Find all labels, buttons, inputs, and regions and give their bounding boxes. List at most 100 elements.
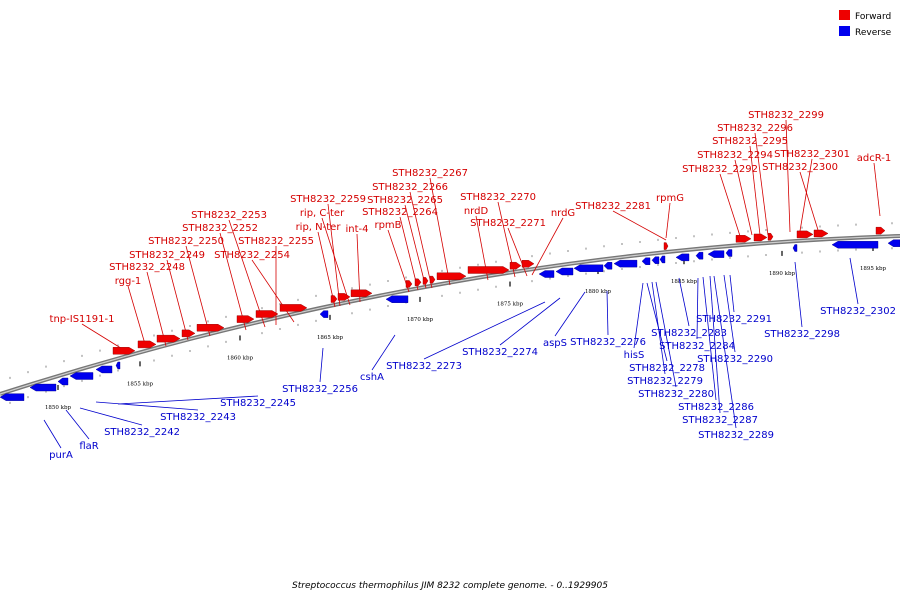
- leader-line: [409, 191, 433, 289]
- gene-label: STH8232_2295: [712, 136, 788, 147]
- gene-label: STH8232_2289: [698, 430, 774, 441]
- leader-line: [734, 159, 753, 236]
- reverse-gene: [115, 361, 121, 370]
- gene-label: STH8232_2266: [372, 182, 448, 193]
- leader-line: [606, 290, 609, 336]
- leader-line: [849, 257, 859, 305]
- legend-reverse-swatch: [839, 26, 850, 36]
- reverse-gene: [385, 295, 409, 303]
- leader-line: [785, 119, 791, 233]
- leader-line: [319, 347, 324, 383]
- reverse-gene: [573, 264, 604, 272]
- forward-gene: [429, 275, 436, 284]
- gene-label: flaR: [79, 441, 98, 452]
- gene-label: STH8232_2248: [109, 262, 185, 273]
- gene-label: hisS: [624, 350, 645, 361]
- leader-line: [507, 227, 528, 277]
- reverse-gene: [538, 270, 555, 278]
- gene-label: STH8232_2255: [238, 236, 314, 247]
- forward-gene: [509, 261, 522, 270]
- leader-line: [754, 132, 769, 236]
- leader-line: [633, 282, 644, 349]
- gene-label: cshA: [360, 372, 384, 383]
- leader-line: [399, 216, 419, 291]
- forward-gene: [405, 280, 413, 288]
- gene-label: nrdG: [551, 208, 575, 219]
- legend-forward-label: Forward: [855, 12, 891, 22]
- leader-line: [317, 231, 336, 308]
- gene-label: STH8232_2271: [470, 218, 546, 229]
- reverse-gene: [0, 393, 25, 401]
- gene-label: STH8232_2284: [659, 341, 735, 352]
- leader-line: [612, 210, 667, 241]
- reverse-gene: [69, 372, 94, 380]
- forward-gene: [767, 233, 774, 241]
- reverse-gene: [707, 250, 725, 258]
- forward-gene: [181, 329, 196, 338]
- gene-label: STH8232_2256: [282, 384, 358, 395]
- forward-gene: [156, 334, 181, 343]
- forward-gene: [279, 304, 308, 312]
- gene-label: STH8232_2298: [764, 329, 840, 340]
- forward-gene: [255, 310, 279, 318]
- gene-label: STH8232_2243: [160, 412, 236, 423]
- gene-label: STH8232_2290: [697, 354, 773, 365]
- leader-line: [146, 271, 167, 347]
- gene-label: aspS: [543, 338, 567, 349]
- gene-label: STH8232_2265: [367, 195, 443, 206]
- gene-label: STH8232_2274: [462, 347, 538, 358]
- leader-line: [749, 145, 761, 236]
- gene-label: STH8232_2253: [191, 210, 267, 221]
- gene-label: STH8232_2283: [651, 328, 727, 339]
- reverse-gene: [792, 244, 798, 252]
- leader-line: [423, 301, 546, 360]
- gene-label: rip, N-ter: [296, 222, 342, 233]
- reverse-gene: [887, 239, 900, 247]
- leader-line: [79, 407, 143, 426]
- forward-gene: [236, 315, 255, 323]
- forward-gene: [337, 293, 351, 301]
- label-leaders: [43, 119, 881, 449]
- gene-label: STH8232_2296: [717, 123, 793, 134]
- reverse-gene: [95, 365, 113, 374]
- leader-line: [873, 162, 881, 217]
- forward-gene: [137, 340, 157, 349]
- reverse-gene: [57, 377, 69, 386]
- leader-line: [723, 274, 736, 353]
- gene-label: STH8232_2249: [129, 250, 205, 261]
- leader-line: [404, 204, 427, 289]
- leader-line: [371, 334, 396, 371]
- legend: Forward Reverse: [839, 10, 892, 38]
- leader-line: [429, 177, 451, 286]
- leader-line: [81, 323, 125, 351]
- scale-tick-label: 1875 kbp: [497, 302, 524, 308]
- gene-label: STH8232_2252: [182, 223, 258, 234]
- leader-line: [554, 291, 586, 337]
- reverse-gene: [675, 253, 690, 262]
- forward-gene: [735, 235, 752, 243]
- gene-label: STH8232_2276: [570, 337, 646, 348]
- gene-label: tnp-IS1191-1: [50, 314, 115, 325]
- reverse-gene: [613, 259, 638, 268]
- reverse-gene: [603, 262, 613, 270]
- gene-label: STH8232_2250: [148, 236, 224, 247]
- gene-labels: tnp-IS1191-1 STH8232_2248 rgg-1 STH8232_224…: [49, 110, 896, 461]
- gene-label: nrdD: [464, 206, 489, 217]
- gene-label: STH8232_2278: [629, 363, 705, 374]
- gene-label: STH8232_2302: [820, 306, 896, 317]
- leader-line: [799, 158, 813, 232]
- forward-gene: [330, 295, 338, 303]
- gene-label: STH8232_2267: [392, 168, 468, 179]
- forward-gene: [422, 277, 429, 285]
- chromosome-backbone-highlight: [0, 235, 900, 395]
- leader-line: [219, 232, 247, 331]
- gene-label: STH8232_2273: [386, 361, 462, 372]
- gene-label: STH8232_2300: [762, 162, 838, 173]
- reverse-gene: [555, 267, 574, 276]
- gene-label: STH8232_2292: [682, 164, 758, 175]
- scale-tick-label: 1855 kbp: [127, 381, 154, 387]
- legend-reverse-label: Reverse: [855, 28, 892, 38]
- leader-line: [127, 285, 146, 345]
- gene-label: STH8232_2291: [696, 314, 772, 325]
